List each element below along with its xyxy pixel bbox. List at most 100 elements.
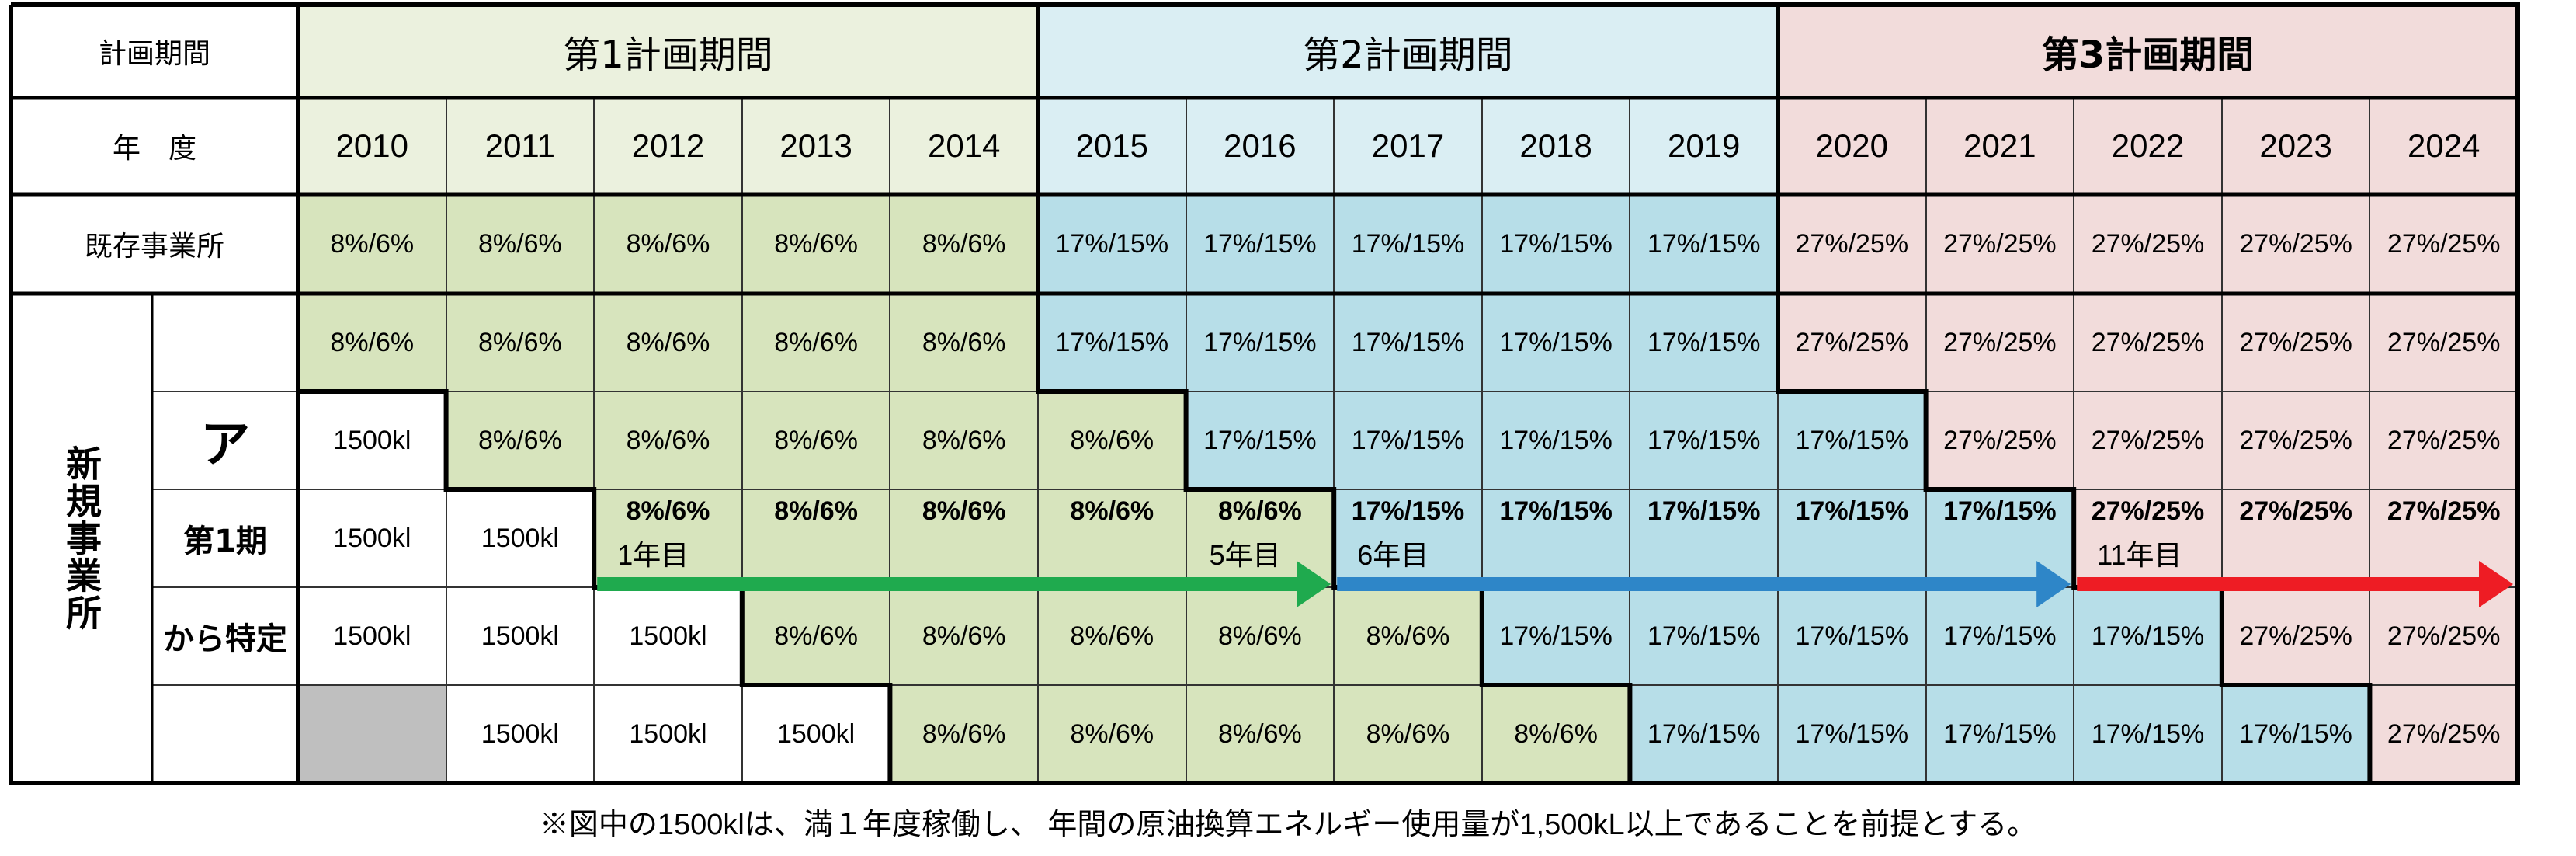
year-2010: 2010 xyxy=(298,98,446,194)
target-cell: 8%/6% xyxy=(1186,685,1335,783)
target-cell: 8%/6% xyxy=(741,587,890,685)
target-cell: 8%/6% xyxy=(890,587,1038,685)
elapsed-year-label: 11年目 xyxy=(2097,539,2182,571)
gray-cell xyxy=(298,685,446,783)
baseline-1500kl-cell: 1500kl xyxy=(446,489,595,587)
existing-target-cell: 27%/25% xyxy=(1778,194,1926,294)
target-cell: 8%/6% xyxy=(1186,587,1335,685)
target-cell: 27%/25% xyxy=(1778,294,1926,391)
baseline-1500kl-cell: 1500kl xyxy=(446,587,595,685)
target-cell: 8%/6% xyxy=(1038,587,1186,685)
target-cell: 8%/6% xyxy=(890,489,1038,587)
target-cell: 8%/6% xyxy=(741,391,890,489)
target-cell: 8%/6% xyxy=(1481,685,1630,783)
target-cell: 8%/6% xyxy=(1334,587,1482,685)
year-2017: 2017 xyxy=(1334,98,1482,194)
target-cell: 17%/15% xyxy=(1778,587,1926,685)
target-cell: 8%/6% xyxy=(1038,489,1186,587)
period-header-1: 第1計画期間 xyxy=(298,5,1038,98)
arrow-green xyxy=(597,561,1331,607)
target-cell: 27%/25% xyxy=(1925,294,2074,391)
elapsed-year-label: 6年目 xyxy=(1357,539,1429,571)
existing-target-cell: 8%/6% xyxy=(594,194,742,294)
target-cell: 27%/25% xyxy=(2369,685,2518,783)
existing-target-cell: 8%/6% xyxy=(446,194,595,294)
existing-target-cell: 27%/25% xyxy=(2074,194,2222,294)
existing-target-cell: 17%/15% xyxy=(1630,194,1778,294)
year-2015: 2015 xyxy=(1038,98,1186,194)
target-cell: 17%/15% xyxy=(1630,685,1778,783)
target-cell: 17%/15% xyxy=(1481,391,1630,489)
target-cell: 8%/6% xyxy=(594,489,742,587)
target-cell: 8%/6% xyxy=(1334,685,1482,783)
elapsed-year-label: 1年目 xyxy=(617,539,689,571)
target-cell: 8%/6% xyxy=(446,294,595,391)
baseline-1500kl-cell: 1500kl xyxy=(741,685,890,783)
target-cell: 17%/15% xyxy=(1186,391,1335,489)
target-cell: 8%/6% xyxy=(446,391,595,489)
year-2023: 2023 xyxy=(2221,98,2370,194)
period-header-2: 第2計画期間 xyxy=(1038,5,1778,98)
target-cell: 8%/6% xyxy=(741,294,890,391)
existing-target-cell: 27%/25% xyxy=(2221,194,2370,294)
target-cell: 27%/25% xyxy=(2369,294,2518,391)
existing-target-cell: 27%/25% xyxy=(2369,194,2518,294)
baseline-1500kl-cell: 1500kl xyxy=(298,391,446,489)
target-cell: 27%/25% xyxy=(2221,489,2370,587)
year-2022: 2022 xyxy=(2074,98,2222,194)
target-cell: 27%/25% xyxy=(2221,294,2370,391)
arrow-blue xyxy=(1337,561,2071,607)
year-2011: 2011 xyxy=(446,98,595,194)
year-2024: 2024 xyxy=(2369,98,2518,194)
target-cell: 17%/15% xyxy=(1630,587,1778,685)
target-cell: 17%/15% xyxy=(1334,489,1482,587)
target-cell: 17%/15% xyxy=(1481,587,1630,685)
target-cell: 17%/15% xyxy=(2074,587,2222,685)
baseline-1500kl-cell: 1500kl xyxy=(594,685,742,783)
target-cell: 8%/6% xyxy=(741,489,890,587)
elapsed-year-label: 5年目 xyxy=(1209,539,1281,571)
target-cell: 8%/6% xyxy=(890,685,1038,783)
target-cell: 17%/15% xyxy=(1630,489,1778,587)
year-2019: 2019 xyxy=(1630,98,1778,194)
blue-boundary-stair xyxy=(1036,294,1633,783)
target-cell: 17%/15% xyxy=(1186,294,1335,391)
target-cell: 17%/15% xyxy=(2221,685,2370,783)
baseline-1500kl-cell: 1500kl xyxy=(446,685,595,783)
target-cell: 17%/15% xyxy=(1481,294,1630,391)
year-2020: 2020 xyxy=(1778,98,1926,194)
target-cell: 27%/25% xyxy=(2074,391,2222,489)
target-cell: 8%/6% xyxy=(594,391,742,489)
period-header-label: 計画期間 xyxy=(11,5,298,98)
target-cell: 17%/15% xyxy=(1778,489,1926,587)
outer-border xyxy=(9,2,2520,785)
baseline-1500kl-cell: 1500kl xyxy=(298,489,446,587)
baseline-1500kl-cell: 1500kl xyxy=(298,587,446,685)
footnote: ※図中の1500klは、満１年度稼働し、 年間の原油換算エネルギー使用量が1,5… xyxy=(539,809,2037,841)
blank-label-cell xyxy=(152,685,298,783)
target-cell: 17%/15% xyxy=(1630,294,1778,391)
baseline-1500kl-cell: 1500kl xyxy=(594,587,742,685)
target-cell: 17%/15% xyxy=(1778,391,1926,489)
target-cell: 27%/25% xyxy=(2074,294,2222,391)
target-cell: 27%/25% xyxy=(2074,489,2222,587)
arrow-red xyxy=(2077,561,2513,607)
year-2018: 2018 xyxy=(1481,98,1630,194)
target-cell: 27%/25% xyxy=(1925,391,2074,489)
target-cell: 17%/15% xyxy=(1481,489,1630,587)
target-cell: 8%/6% xyxy=(890,294,1038,391)
period-header-3: 第3計画期間 xyxy=(1778,5,2518,98)
existing-target-cell: 17%/15% xyxy=(1186,194,1335,294)
existing-target-cell: 8%/6% xyxy=(741,194,890,294)
target-cell: 27%/25% xyxy=(2221,391,2370,489)
green-boundary-stair xyxy=(296,294,893,783)
pink-boundary-stair xyxy=(1776,294,2373,783)
from-specified-label: から特定 xyxy=(152,587,298,685)
existing-target-cell: 27%/25% xyxy=(1925,194,2074,294)
year-2021: 2021 xyxy=(1925,98,2074,194)
target-cell: 17%/15% xyxy=(1778,685,1926,783)
existing-office-label: 既存事業所 xyxy=(11,194,298,294)
target-cell: 8%/6% xyxy=(1038,685,1186,783)
